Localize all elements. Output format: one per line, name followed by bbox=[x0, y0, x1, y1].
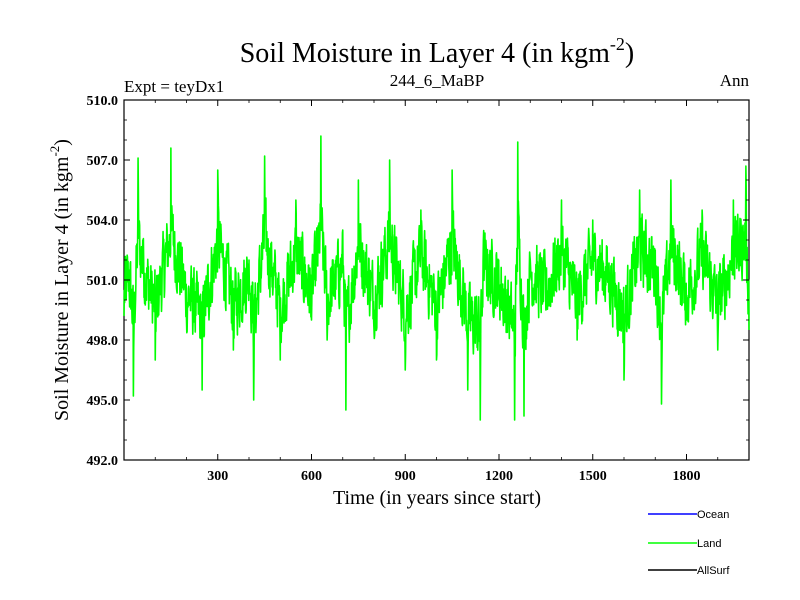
y-tick-label: 510.0 bbox=[87, 94, 119, 109]
y-tick-label: 492.0 bbox=[87, 454, 119, 469]
x-tick-label: 1500 bbox=[579, 469, 607, 484]
x-tick-label: 300 bbox=[207, 469, 228, 484]
x-tick-label: 1200 bbox=[485, 469, 513, 484]
y-tick-label: 498.0 bbox=[87, 334, 119, 349]
y-axis-label-close: ) bbox=[51, 139, 73, 146]
y-axis: 492.0 495.0 498.0 501.0 504.0 507.0 510.0 bbox=[87, 94, 749, 469]
legend-label-land: Land bbox=[697, 538, 721, 550]
svg-text:Soil Moisture in Layer 4 (in k: Soil Moisture in Layer 4 (in kgm-2) bbox=[240, 34, 635, 69]
chart-title-close: ) bbox=[625, 38, 634, 69]
y-tick-label: 504.0 bbox=[87, 214, 119, 229]
series-line-land bbox=[123, 135, 750, 421]
legend: Ocean Land AllSurf bbox=[648, 509, 730, 577]
chart-title-main: Soil Moisture in Layer 4 (in kgm bbox=[240, 38, 610, 69]
y-tick-label: 495.0 bbox=[87, 394, 119, 409]
x-tick-label: 1800 bbox=[673, 469, 701, 484]
subtitle-center: 244_6_MaBP bbox=[390, 71, 484, 90]
y-axis-label: Soil Moisture in Layer 4 (in kgm-2) bbox=[47, 139, 73, 421]
legend-label-allsurf: AllSurf bbox=[697, 565, 730, 577]
y-axis-label-superscript: -2 bbox=[47, 146, 62, 157]
x-axis-label: Time (in years since start) bbox=[333, 487, 541, 509]
series-layer bbox=[123, 135, 750, 421]
x-axis: 300 600 900 1200 1500 1800 bbox=[154, 100, 719, 484]
y-tick-label: 501.0 bbox=[87, 274, 119, 289]
legend-label-ocean: Ocean bbox=[697, 509, 729, 521]
x-tick-label: 600 bbox=[301, 469, 322, 484]
chart-title-superscript: -2 bbox=[610, 34, 625, 54]
chart-title: Soil Moisture in Layer 4 (in kgm-2) bbox=[240, 34, 635, 69]
subtitle-right: Ann bbox=[720, 71, 750, 90]
subtitle-left: Expt = teyDx1 bbox=[124, 77, 224, 96]
y-tick-label: 507.0 bbox=[87, 154, 119, 169]
y-axis-label-main: Soil Moisture in Layer 4 (in kgm bbox=[51, 156, 73, 421]
x-tick-label: 900 bbox=[395, 469, 416, 484]
